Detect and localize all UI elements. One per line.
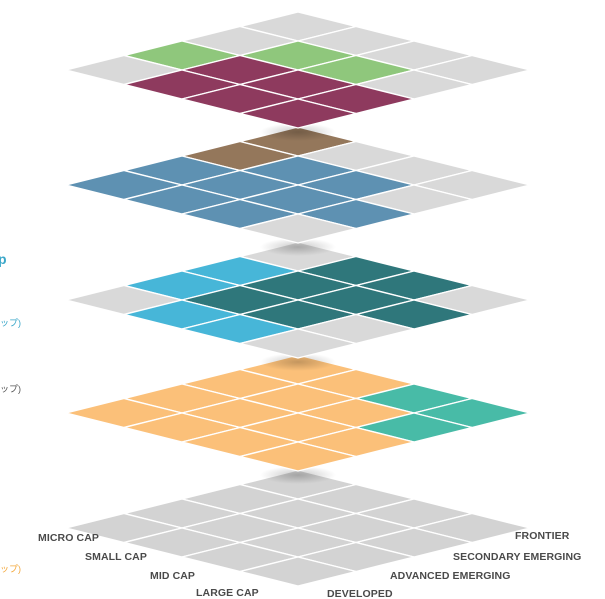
grid-cell-magenta <box>239 98 357 129</box>
axis-label-developed: DEVELOPED <box>327 588 393 599</box>
axis-label-mid-cap: MID CAP <box>150 570 195 582</box>
fourth-layer <box>65 354 531 484</box>
third-layer <box>65 241 531 371</box>
side-note-orange: ップ) <box>0 384 21 394</box>
grid-cell-empty <box>239 213 357 244</box>
layer-shadow <box>260 123 336 141</box>
layer-shadow <box>260 238 336 256</box>
axis-label-secondary-emerging: SECONDARY EMERGING <box>453 551 581 563</box>
axis-label-advanced-emerging: ADVANCED EMERGING <box>390 570 511 582</box>
second-layer <box>65 126 531 256</box>
base-layer <box>65 469 531 587</box>
axis-label-frontier: FRONTIER <box>515 530 570 542</box>
layer-shadow <box>260 353 336 371</box>
side-note-teal: ップ) <box>0 318 21 328</box>
axis-label-small-cap: SMALL CAP <box>85 551 147 563</box>
axis-label-large-cap: LARGE CAP <box>196 587 259 599</box>
top-layer <box>65 11 531 141</box>
grid-cell-empty <box>239 328 357 359</box>
layer-shadow <box>260 466 336 484</box>
grid-cell-base <box>239 556 357 587</box>
axis-label-micro-cap: MICRO CAP <box>38 532 99 544</box>
grid-cell-orange <box>239 441 357 472</box>
side-note-bottom: ップ) <box>0 564 21 574</box>
side-title-fragment: p <box>0 251 7 267</box>
